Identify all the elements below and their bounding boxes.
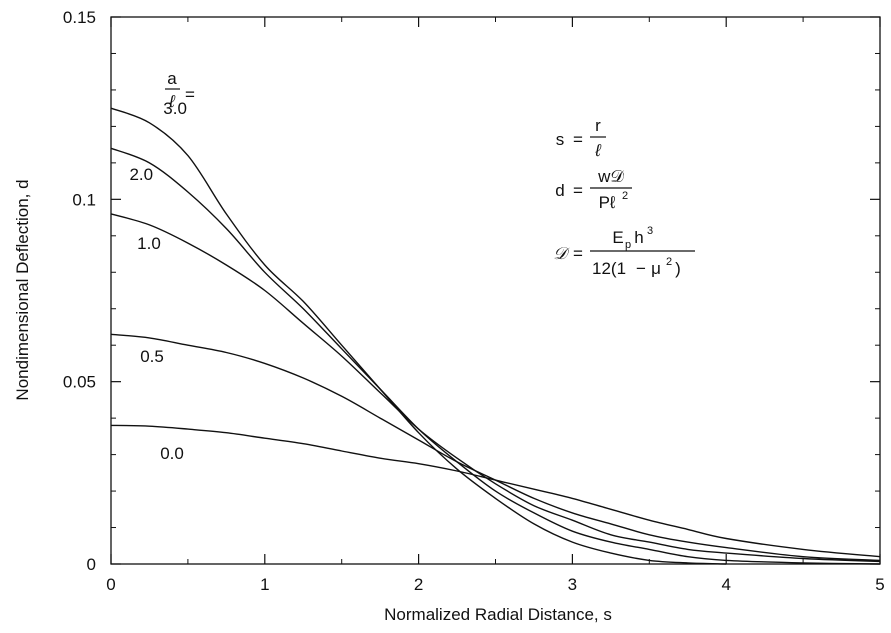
x-axis-label: Normalized Radial Distance, s — [384, 605, 612, 624]
y-tick-label: 0.15 — [63, 8, 96, 27]
formula-d: d = w𝒟 Pℓ 2 — [555, 167, 632, 212]
curve-label: 0.0 — [160, 444, 184, 463]
formula-d-num: w𝒟 — [597, 167, 624, 186]
plot-frame — [110, 16, 881, 565]
y-tick-label: 0 — [87, 555, 96, 574]
formula-D-den-b: ) — [675, 259, 681, 278]
curve-label: 1.0 — [137, 234, 161, 253]
formula-d-den-sup: 2 — [622, 190, 628, 202]
formula-s-lhs: s — [556, 130, 565, 149]
curve-a-over-l-3-0 — [110, 107, 727, 565]
curve-label: 0.5 — [140, 347, 164, 366]
formula-s-eq: = — [573, 130, 583, 149]
formula-d-den: Pℓ — [599, 193, 616, 212]
curve-label: 2.0 — [129, 165, 153, 184]
formula-s-den: ℓ — [594, 141, 601, 160]
x-tick-label: 5 — [875, 575, 884, 594]
tick-labels: 0 1 2 3 4 5 0 0.05 0.1 0.15 — [63, 8, 885, 594]
formula-D-num-sup: 3 — [647, 225, 653, 237]
y-axis-label: Nondimensional Deflection, d — [13, 179, 32, 400]
x-tick-label: 2 — [414, 575, 423, 594]
a-over-l-denominator: ℓ — [168, 92, 175, 111]
formula-D-den-mu: μ — [651, 259, 661, 278]
formula-D-den-minus: − — [636, 259, 646, 278]
formula-D-num-h: h — [634, 228, 643, 247]
curve-a-over-l-1-0 — [110, 213, 881, 563]
formula-D: 𝒟 = E p h 3 12(1 − μ 2 ) — [553, 225, 695, 278]
curve-label: 3.0 — [163, 99, 187, 118]
curves — [110, 107, 881, 565]
a-over-l-equals: = — [185, 85, 195, 104]
curve-a-over-l-0-0 — [110, 424, 881, 558]
formula-D-eq: = — [573, 244, 583, 263]
x-tick-label: 3 — [568, 575, 577, 594]
formula-s: s = r ℓ — [556, 116, 606, 160]
formula-d-eq: = — [573, 181, 583, 200]
formula-D-den-a: 12(1 — [592, 259, 626, 278]
formula-D-num-sub: p — [625, 239, 631, 251]
formula-D-num-E: E — [612, 228, 623, 247]
formula-D-lhs: 𝒟 — [553, 244, 570, 263]
y-tick-label: 0.05 — [63, 373, 96, 392]
y-tick-label: 0.1 — [72, 190, 96, 209]
curve-a-over-l-2-0 — [110, 147, 881, 565]
a-over-l-label: a ℓ = — [165, 69, 195, 111]
x-tick-label: 1 — [260, 575, 269, 594]
curve-a-over-l-0-5 — [110, 333, 881, 562]
x-tick-label: 0 — [106, 575, 115, 594]
formula-d-lhs: d — [555, 181, 564, 200]
ticks — [110, 16, 881, 565]
formula-D-den-sup: 2 — [666, 256, 672, 268]
formula-s-num: r — [595, 116, 601, 135]
a-over-l-numerator: a — [167, 69, 177, 88]
x-tick-label: 4 — [721, 575, 730, 594]
curve-labels: 3.0 2.0 1.0 0.5 0.0 — [129, 99, 186, 463]
